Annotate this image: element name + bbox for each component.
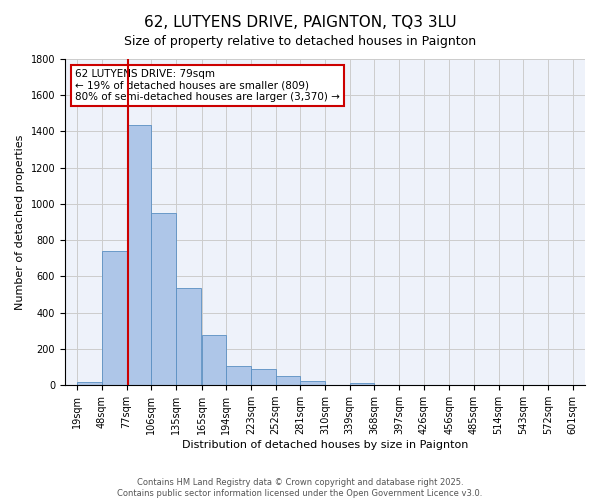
Text: 62, LUTYENS DRIVE, PAIGNTON, TQ3 3LU: 62, LUTYENS DRIVE, PAIGNTON, TQ3 3LU (143, 15, 457, 30)
Bar (77, 382, 102, 385)
Bar (202, 336, 226, 385)
Text: Size of property relative to detached houses in Paignton: Size of property relative to detached ho… (124, 35, 476, 48)
Bar (127, 125, 151, 385)
X-axis label: Distribution of detached houses by size in Paignton: Distribution of detached houses by size … (182, 440, 468, 450)
Bar (151, 213, 176, 385)
Bar (275, 376, 300, 385)
Y-axis label: Number of detached properties: Number of detached properties (15, 134, 25, 310)
Bar (350, 384, 374, 385)
Bar (251, 369, 275, 385)
Text: Contains HM Land Registry data © Crown copyright and database right 2025.
Contai: Contains HM Land Registry data © Crown c… (118, 478, 482, 498)
Bar (300, 380, 325, 385)
Bar (226, 366, 251, 385)
Text: 62 LUTYENS DRIVE: 79sqm
← 19% of detached houses are smaller (809)
80% of semi-d: 62 LUTYENS DRIVE: 79sqm ← 19% of detache… (76, 69, 340, 102)
Bar (176, 288, 200, 385)
Bar (102, 251, 127, 385)
